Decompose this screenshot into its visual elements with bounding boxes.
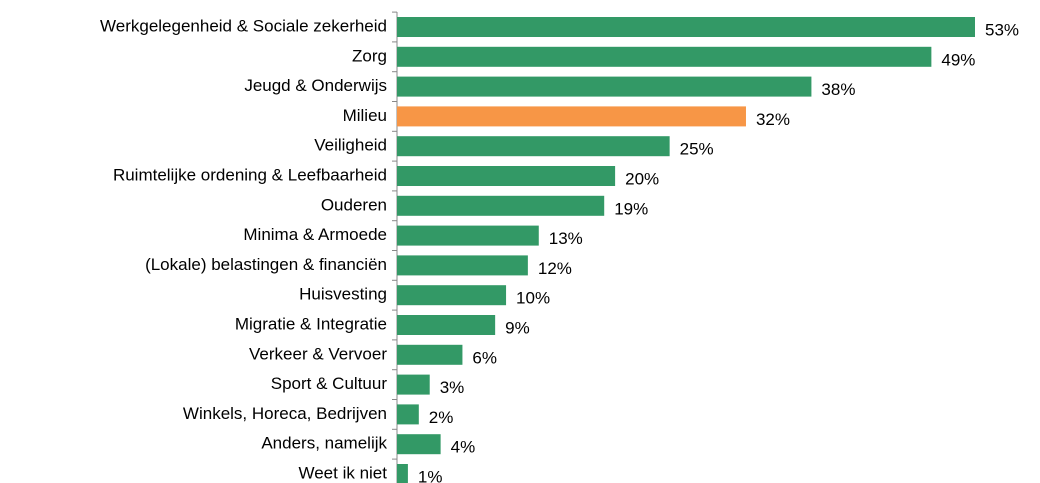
- category-label: Verkeer & Vervoer: [249, 344, 387, 363]
- bar: [397, 225, 539, 246]
- value-label: 20%: [625, 169, 659, 188]
- category-label: Sport & Cultuur: [271, 374, 388, 393]
- value-label: 2%: [429, 408, 454, 427]
- category-label: Zorg: [352, 46, 387, 65]
- bar: [397, 285, 507, 306]
- value-label: 53%: [985, 20, 1019, 39]
- bar: [397, 46, 932, 67]
- bar: [397, 315, 496, 335]
- value-label: 25%: [680, 140, 714, 159]
- value-label: 32%: [756, 110, 790, 129]
- value-label: 9%: [505, 318, 530, 337]
- category-label: Milieu: [343, 106, 387, 125]
- value-label: 19%: [614, 199, 648, 218]
- bar: [397, 344, 463, 365]
- category-label: Migratie & Integratie: [235, 314, 387, 333]
- category-label: Werkgelegenheid & Sociale zekerheid: [100, 16, 387, 35]
- bar: [397, 255, 528, 276]
- value-label: 3%: [440, 378, 465, 397]
- value-label: 13%: [549, 229, 583, 248]
- value-label: 1%: [418, 467, 443, 483]
- bar: [397, 76, 812, 97]
- category-label: Huisvesting: [299, 285, 387, 304]
- category-label: (Lokale) belastingen & financiën: [145, 255, 387, 274]
- value-label: 4%: [451, 438, 476, 457]
- category-label: Jeugd & Onderwijs: [244, 76, 387, 95]
- category-label: Veiligheid: [314, 136, 387, 155]
- bar: [397, 166, 616, 186]
- bar: [397, 195, 605, 216]
- value-label: 12%: [538, 259, 572, 278]
- category-label: Winkels, Horeca, Bedrijven: [183, 404, 387, 423]
- value-label: 49%: [941, 50, 975, 69]
- category-label: Weet ik niet: [298, 463, 387, 482]
- category-label: Ruimtelijke ordening & Leefbaarheid: [113, 165, 387, 184]
- bar: [397, 434, 441, 455]
- value-label: 10%: [516, 289, 550, 308]
- category-label: Ouderen: [321, 195, 387, 214]
- bar: [397, 17, 975, 37]
- bar: [397, 136, 670, 157]
- bar: [397, 374, 430, 395]
- category-label: Anders, namelijk: [261, 434, 387, 453]
- bar: [397, 464, 408, 483]
- value-label: 6%: [472, 348, 497, 367]
- category-label: Minima & Armoede: [243, 225, 387, 244]
- value-label: 38%: [821, 80, 855, 99]
- bar: [397, 404, 419, 425]
- bar: [397, 106, 746, 127]
